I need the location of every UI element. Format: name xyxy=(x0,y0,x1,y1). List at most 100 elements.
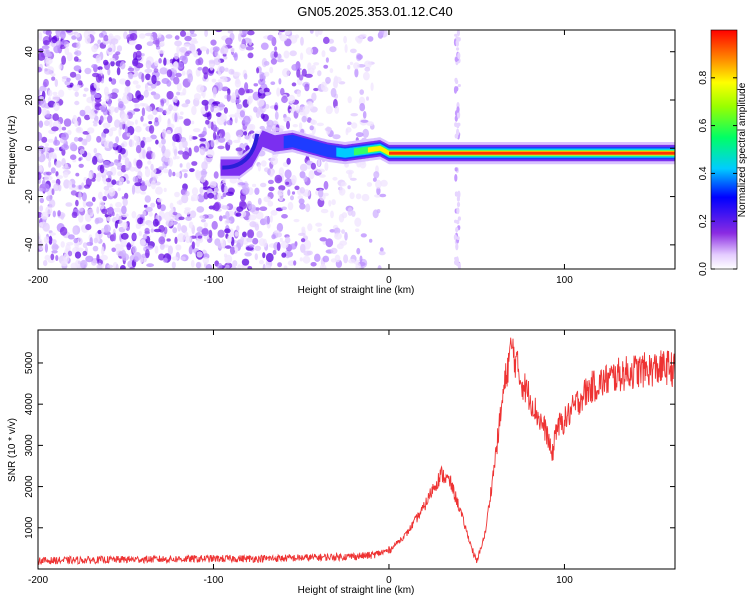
noise-blob xyxy=(345,128,349,136)
noise-blob xyxy=(51,179,56,184)
signal-ridge xyxy=(220,127,675,179)
noise-blob xyxy=(235,98,241,104)
noise-blob xyxy=(235,212,242,217)
noise-blob xyxy=(189,168,195,173)
noise-blob xyxy=(183,118,191,126)
noise-blob xyxy=(272,249,277,255)
noise-blob xyxy=(162,257,168,263)
noise-blob xyxy=(277,262,282,268)
noise-blob xyxy=(213,171,219,179)
noise-blob xyxy=(108,47,113,53)
noise-blob xyxy=(241,264,245,269)
noise-blob xyxy=(48,235,53,245)
noise-blob xyxy=(145,105,150,111)
noise-blob xyxy=(206,149,215,158)
noise-blob xyxy=(135,90,142,100)
noise-blob xyxy=(180,30,186,37)
snr-plot-area xyxy=(38,337,675,566)
noise-blob xyxy=(132,245,137,254)
noise-blob xyxy=(99,164,105,174)
noise-blob xyxy=(224,67,229,72)
noise-blob xyxy=(294,34,300,39)
spectrogram-y-axis-label: Frequency (Hz) xyxy=(7,116,18,185)
noise-blob xyxy=(355,228,360,232)
noise-blob xyxy=(152,109,158,116)
noise-blob xyxy=(88,171,92,180)
noise-blob xyxy=(330,247,338,254)
noise-blob xyxy=(74,50,82,56)
noise-blob xyxy=(87,208,94,217)
noise-blob xyxy=(148,121,153,125)
noise-blob xyxy=(52,91,58,96)
noise-blob xyxy=(144,167,151,178)
noise-blob xyxy=(73,136,79,142)
stripe-blob xyxy=(455,79,459,85)
noise-blob xyxy=(95,54,102,64)
spectrogram-frame xyxy=(37,29,676,270)
noise-blob xyxy=(66,241,74,246)
noise-blob xyxy=(53,102,60,111)
noise-blob xyxy=(359,103,366,112)
noise-blob xyxy=(118,181,123,186)
noise-blob xyxy=(90,91,98,96)
noise-blob xyxy=(153,168,157,174)
colorbar: 0.0 0.2 0.4 0.6 0.8 Normalized spectral ampl… xyxy=(698,29,748,276)
noise-blob xyxy=(64,46,70,56)
noise-blob xyxy=(136,159,143,169)
noise-blob xyxy=(129,166,136,172)
stripe-blob xyxy=(454,33,458,37)
noise-blob xyxy=(185,216,192,222)
noise-blob xyxy=(379,30,385,36)
noise-blob xyxy=(158,225,165,233)
noise-blob xyxy=(137,171,143,179)
noise-blob xyxy=(206,214,214,219)
noise-blob xyxy=(166,69,173,78)
noise-blob xyxy=(145,60,152,70)
noise-blob xyxy=(245,46,254,51)
noise-blob xyxy=(89,237,93,246)
noise-blob xyxy=(75,126,84,134)
noise-blob xyxy=(355,193,362,200)
noise-blob xyxy=(287,105,292,114)
noise-blob xyxy=(61,39,68,45)
snr-x-axis-label: Height of straight line (km) xyxy=(298,585,415,596)
noise-blob xyxy=(131,185,136,195)
noise-blob xyxy=(131,97,140,103)
noise-blob xyxy=(181,169,189,173)
noise-blob xyxy=(305,47,313,55)
noise-blob xyxy=(263,215,271,225)
noise-blob xyxy=(163,168,169,174)
noise-blob xyxy=(217,229,225,238)
noise-blob xyxy=(191,194,199,202)
y-tick-label: 5000 xyxy=(24,351,35,374)
noise-blob xyxy=(93,147,98,154)
noise-blob xyxy=(115,201,122,208)
stripe-blob xyxy=(454,174,458,182)
noise-blob xyxy=(270,156,279,166)
stripe-blob xyxy=(454,167,458,172)
noise-blob xyxy=(172,133,180,142)
noise-blob xyxy=(227,88,231,96)
noise-blob xyxy=(331,199,336,206)
noise-blob xyxy=(323,64,329,69)
noise-blob xyxy=(61,126,67,131)
noise-blob xyxy=(108,34,111,41)
x-tick-label: -200 xyxy=(28,275,48,286)
noise-blob xyxy=(58,89,65,98)
noise-blob xyxy=(79,109,86,117)
noise-blob xyxy=(71,35,77,40)
noise-blob xyxy=(42,183,50,193)
noise-blob xyxy=(200,219,206,223)
noise-blob xyxy=(201,161,208,171)
noise-blob xyxy=(71,211,78,218)
noise-blob xyxy=(330,210,334,219)
noise-blob xyxy=(354,68,359,78)
noise-blob xyxy=(115,263,119,269)
stripe-blob xyxy=(457,262,461,269)
noise-blob xyxy=(120,249,127,259)
noise-blob xyxy=(370,82,374,91)
noise-blob xyxy=(147,160,152,165)
noise-blob xyxy=(98,200,105,210)
noise-blob xyxy=(175,72,182,78)
stripe-blob xyxy=(457,216,461,221)
